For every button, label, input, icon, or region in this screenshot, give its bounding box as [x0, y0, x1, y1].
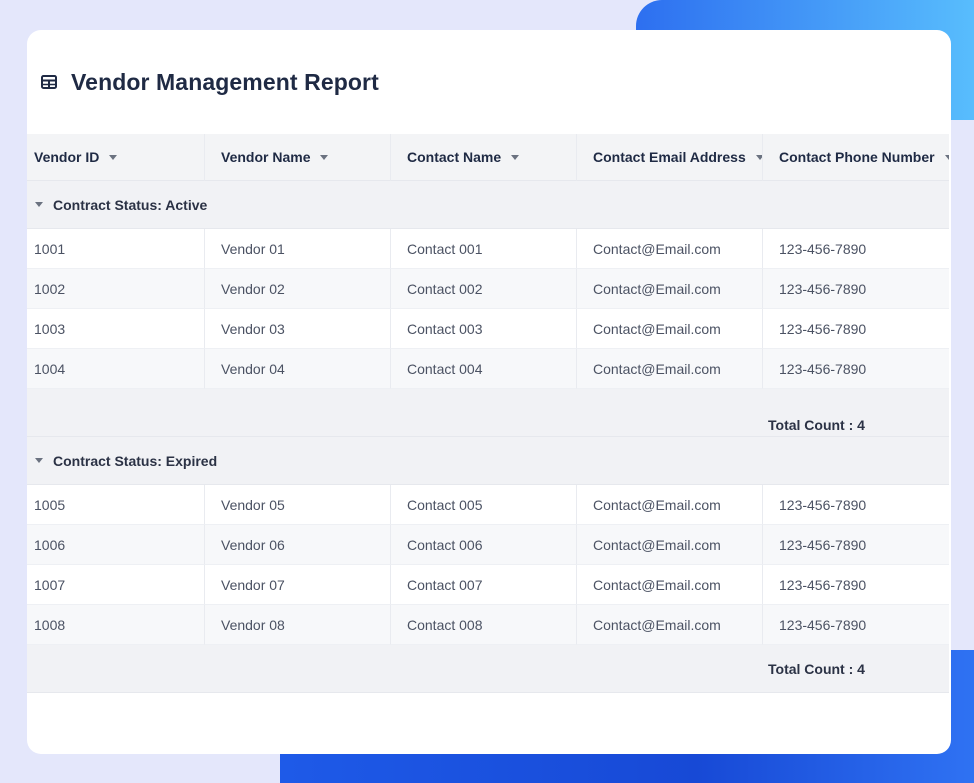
table-row[interactable]: 1005 Vendor 05 Contact 005 Contact@Email… [27, 485, 949, 525]
cell-contact-name: Contact 005 [390, 485, 576, 525]
cell-contact-email: Contact@Email.com [576, 605, 762, 645]
sort-caret-icon[interactable] [109, 154, 118, 160]
cell-vendor-name: Vendor 01 [204, 229, 390, 269]
cell-contact-phone: 123-456-7890 [762, 485, 949, 525]
cell-vendor-id: 1005 [27, 485, 204, 525]
cell-vendor-id: 1003 [27, 309, 204, 349]
cell-vendor-id: 1002 [27, 269, 204, 309]
collapse-caret-icon[interactable] [35, 202, 43, 207]
total-count: Total Count : 4 [768, 660, 865, 677]
table-row[interactable]: 1004 Vendor 04 Contact 004 Contact@Email… [27, 349, 949, 389]
cell-contact-phone: 123-456-7890 [762, 229, 949, 269]
group-header-active[interactable]: Contract Status: Active [27, 181, 949, 229]
column-header-contact-email[interactable]: Contact Email Address [576, 134, 762, 181]
report-card: Vendor Management Report Vendor ID Vendo… [27, 30, 951, 754]
cell-vendor-id: 1004 [27, 349, 204, 389]
cell-contact-phone: 123-456-7890 [762, 309, 949, 349]
column-header-label: Contact Email Address [593, 149, 746, 165]
cell-contact-name: Contact 006 [390, 525, 576, 565]
column-header-label: Contact Name [407, 149, 502, 165]
column-header-vendor-name[interactable]: Vendor Name [204, 134, 390, 181]
page-title: Vendor Management Report [71, 68, 379, 95]
cell-contact-phone: 123-456-7890 [762, 349, 949, 389]
table-row[interactable]: 1003 Vendor 03 Contact 003 Contact@Email… [27, 309, 949, 349]
cell-vendor-name: Vendor 07 [204, 565, 390, 605]
column-header-label: Vendor Name [221, 149, 311, 165]
cell-contact-email: Contact@Email.com [576, 349, 762, 389]
cell-vendor-id: 1008 [27, 605, 204, 645]
group-label: Contract Status: Active [53, 196, 208, 213]
table-row[interactable]: 1001 Vendor 01 Contact 001 Contact@Email… [27, 229, 949, 269]
cell-vendor-name: Vendor 05 [204, 485, 390, 525]
cell-contact-email: Contact@Email.com [576, 485, 762, 525]
cell-contact-email: Contact@Email.com [576, 565, 762, 605]
column-header-contact-phone[interactable]: Contact Phone Number [762, 134, 949, 181]
vendor-grid: Vendor ID Vendor Name Contact Name Conta… [27, 134, 949, 693]
table-row[interactable]: 1008 Vendor 08 Contact 008 Contact@Email… [27, 605, 949, 645]
group-total-row: Total Count : 4 [27, 389, 949, 437]
table-icon [40, 73, 58, 91]
collapse-caret-icon[interactable] [35, 458, 43, 463]
sort-caret-icon[interactable] [944, 154, 949, 160]
cell-contact-name: Contact 001 [390, 229, 576, 269]
table-row[interactable]: 1002 Vendor 02 Contact 002 Contact@Email… [27, 269, 949, 309]
group-label: Contract Status: Expired [53, 452, 218, 469]
group-total-row: Total Count : 4 [27, 645, 949, 693]
cell-vendor-name: Vendor 08 [204, 605, 390, 645]
cell-vendor-name: Vendor 03 [204, 309, 390, 349]
column-header-label: Contact Phone Number [779, 149, 935, 165]
cell-contact-name: Contact 004 [390, 349, 576, 389]
cell-contact-name: Contact 002 [390, 269, 576, 309]
cell-contact-name: Contact 003 [390, 309, 576, 349]
cell-contact-email: Contact@Email.com [576, 525, 762, 565]
column-header-label: Vendor ID [34, 149, 100, 165]
cell-vendor-id: 1007 [27, 565, 204, 605]
column-header-vendor-id[interactable]: Vendor ID [27, 134, 204, 181]
cell-vendor-name: Vendor 04 [204, 349, 390, 389]
sort-caret-icon[interactable] [511, 154, 520, 160]
cell-contact-email: Contact@Email.com [576, 269, 762, 309]
cell-vendor-name: Vendor 06 [204, 525, 390, 565]
report-header: Vendor Management Report [27, 30, 951, 134]
sort-caret-icon[interactable] [320, 154, 329, 160]
cell-contact-email: Contact@Email.com [576, 309, 762, 349]
cell-vendor-id: 1006 [27, 525, 204, 565]
cell-contact-phone: 123-456-7890 [762, 565, 949, 605]
column-header-contact-name[interactable]: Contact Name [390, 134, 576, 181]
group-header-expired[interactable]: Contract Status: Expired [27, 437, 949, 485]
cell-vendor-name: Vendor 02 [204, 269, 390, 309]
cell-vendor-id: 1001 [27, 229, 204, 269]
table-row[interactable]: 1006 Vendor 06 Contact 006 Contact@Email… [27, 525, 949, 565]
cell-contact-phone: 123-456-7890 [762, 605, 949, 645]
cell-contact-phone: 123-456-7890 [762, 525, 949, 565]
cell-contact-name: Contact 008 [390, 605, 576, 645]
cell-contact-phone: 123-456-7890 [762, 269, 949, 309]
total-count: Total Count : 4 [768, 416, 865, 433]
grid-header-row: Vendor ID Vendor Name Contact Name Conta… [27, 134, 949, 181]
sort-caret-icon[interactable] [755, 154, 762, 160]
cell-contact-email: Contact@Email.com [576, 229, 762, 269]
cell-contact-name: Contact 007 [390, 565, 576, 605]
table-row[interactable]: 1007 Vendor 07 Contact 007 Contact@Email… [27, 565, 949, 605]
